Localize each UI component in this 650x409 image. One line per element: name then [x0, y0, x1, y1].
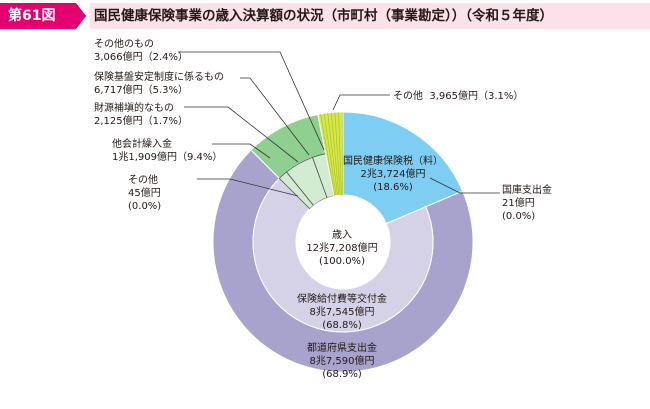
label-benefit: 保険給付費等交付金 8兆7,545億円 (68.8%): [272, 293, 412, 332]
label-fiscal: 財源補塡的なもの 2,125億円（1.7%）: [94, 102, 188, 128]
leader-other-of: [178, 51, 325, 151]
label-other-zero: その他 45億円 (0.0%): [128, 174, 161, 213]
label-national-value: 21億円: [502, 198, 535, 209]
label-national-name: 国庫支出金: [502, 185, 552, 196]
label-tax-value: 2兆3,724億円: [360, 169, 426, 180]
label-tax-name: 国民健康保険税（料）: [343, 156, 443, 167]
label-center-pct: (100.0%): [319, 256, 365, 267]
figure-header: 第61図 国民健康保険事業の歳入決算額の状況（市町村（事業勘定））（令和５年度）: [0, 0, 650, 32]
label-tax-pct: (18.6%): [373, 182, 413, 193]
label-national: 国庫支出金 21億円 (0.0%): [502, 184, 552, 223]
label-center-value: 12兆7,208億円: [306, 243, 378, 254]
label-benefit-name: 保険給付費等交付金: [297, 294, 387, 305]
figure-title: 国民健康保険事業の歳入決算額の状況（市町村（事業勘定））（令和５年度）: [90, 3, 650, 29]
label-fund: 保険基盤安定制度に係るもの 6,717億円（5.3%）: [94, 71, 224, 97]
stripe-other-top: [341, 112, 344, 196]
label-transfer-name: 他会計繰入金: [112, 139, 172, 150]
label-other-zero-name: その他: [128, 175, 158, 186]
leader-other-zero: [197, 178, 299, 197]
stripe-other-top: [331, 112, 340, 196]
label-tax: 国民健康保険税（料） 2兆3,724億円 (18.6%): [338, 155, 448, 194]
label-other-top-name: その他: [393, 91, 423, 102]
label-other-of-value: 3,066億円（2.4%）: [94, 52, 189, 63]
label-other-of: その他のもの 3,066億円（2.4%）: [94, 38, 188, 64]
label-national-pct: (0.0%): [502, 211, 536, 222]
label-fund-name: 保険基盤安定制度に係るもの: [94, 72, 224, 83]
stripe-other-top: [338, 112, 342, 196]
label-other-of-name: その他のもの: [94, 39, 154, 50]
stripe-other-top: [327, 112, 338, 196]
label-other-top-value: 3,965億円（3.1%）: [429, 91, 524, 102]
label-prefecture-pct: (68.9%): [322, 369, 362, 380]
label-transfer: 他会計繰入金 1兆1,909億円（9.4%）: [112, 138, 222, 164]
leader-fiscal: [184, 106, 299, 163]
label-prefecture-value: 8兆7,590億円: [309, 356, 375, 367]
leader-national: [429, 177, 500, 194]
label-center-title: 歳入: [332, 230, 352, 241]
label-prefecture: 都道府県支出金 8兆7,590億円 (68.9%): [272, 342, 412, 381]
label-benefit-pct: (68.8%): [322, 320, 362, 331]
stripe-other-top: [334, 112, 341, 196]
label-fiscal-name: 財源補塡的なもの: [94, 103, 174, 114]
label-other-zero-value: 45億円: [128, 188, 161, 199]
label-other-zero-pct: (0.0%): [128, 201, 162, 212]
leader-transfer: [212, 143, 271, 159]
stripe-other-top: [320, 113, 336, 196]
figure-number-arrow: [76, 3, 86, 29]
label-center: 歳入 12兆7,208億円 (100.0%): [282, 229, 402, 268]
leader-fund: [240, 77, 310, 156]
stripe-other-top: [323, 113, 337, 196]
label-benefit-value: 8兆7,545億円: [309, 307, 375, 318]
label-prefecture-name: 都道府県支出金: [307, 343, 377, 354]
donut-center: [296, 195, 390, 289]
label-other-top-text: その他 3,965億円（3.1%）: [393, 90, 523, 103]
leader-other-top: [332, 94, 390, 111]
label-transfer-value: 1兆1,909億円（9.4%）: [112, 152, 223, 163]
label-fund-value: 6,717億円（5.3%）: [94, 85, 189, 96]
label-fiscal-value: 2,125億円（1.7%）: [94, 116, 189, 127]
figure-number: 第61図: [0, 3, 76, 29]
label-other-top: その他 3,965億円（3.1%）: [393, 90, 523, 103]
